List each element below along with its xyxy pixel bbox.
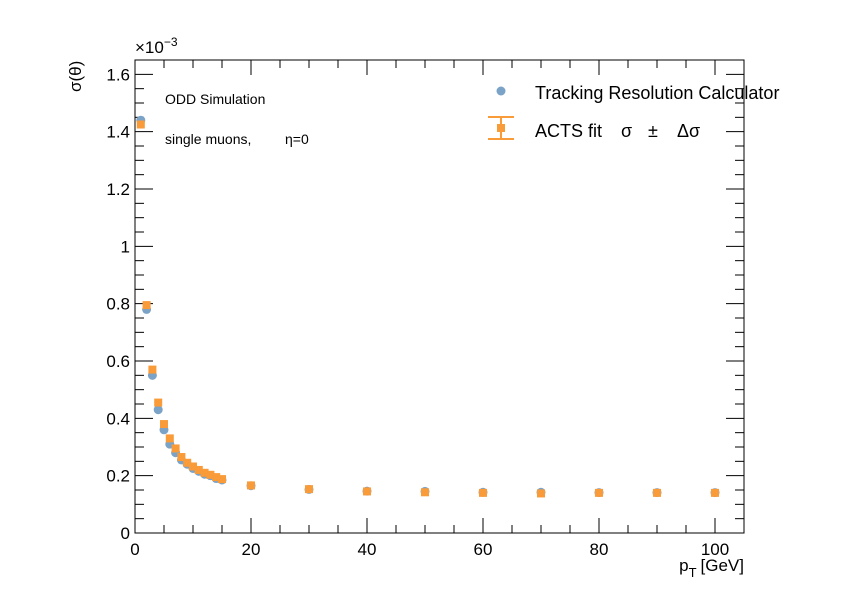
- legend-marker-trc: [496, 86, 506, 96]
- annotation-eta: η=0: [285, 131, 309, 147]
- acts-point: [595, 488, 603, 497]
- y-tick-label: 0.8: [106, 295, 130, 314]
- annotation-simulation: ODD Simulation: [165, 91, 265, 107]
- acts-point: [711, 488, 719, 497]
- acts-point: [537, 489, 545, 498]
- acts-point: [148, 365, 157, 374]
- acts-point: [171, 444, 180, 453]
- annotation-particles-text: single muons,: [165, 131, 251, 147]
- y-multiplier: ×10−3: [135, 35, 178, 57]
- acts-point: [177, 453, 186, 462]
- acts-point: [363, 487, 371, 496]
- acts-point: [218, 475, 226, 484]
- x-axis-title: pT [GeV]: [679, 556, 744, 580]
- legend-acts-pm: ±: [648, 121, 658, 141]
- axis-tick-labels: 0 20 40 60 80 100 0 0.2 0.4 0.6 0.8 1 1.2 1.4 1.6: [106, 65, 729, 559]
- y-tick-label: 1.2: [106, 180, 130, 199]
- acts-point: [136, 120, 145, 129]
- x-axis-title-unit: [GeV]: [701, 556, 744, 575]
- x-tick-label: 80: [590, 540, 609, 559]
- acts-point: [160, 420, 168, 429]
- y-axis-title: σ(θ): [66, 61, 85, 92]
- plot-frame: [134, 59, 745, 534]
- acts-point: [653, 488, 661, 497]
- legend-marker-acts: [497, 124, 505, 132]
- acts-point: [247, 481, 255, 490]
- acts-point: [142, 301, 151, 310]
- y-tick-label: 0.6: [106, 352, 130, 371]
- acts-point: [194, 465, 203, 474]
- x-tick-label: 60: [474, 540, 493, 559]
- legend: Tracking Resolution Calculator ACTS fit …: [488, 83, 779, 141]
- y-tick-label: 0.4: [106, 409, 130, 428]
- y-tick-label: 1: [121, 237, 130, 256]
- acts-point: [154, 398, 163, 407]
- annotation-particles: single muons, η=0: [165, 131, 309, 147]
- x-tick-label: 100: [701, 540, 729, 559]
- acts-point: [206, 470, 215, 479]
- x-axis-title-subscript: T: [689, 565, 697, 580]
- acts-point: [421, 488, 429, 497]
- series-acts-fit: [136, 120, 719, 498]
- trc-point: [153, 405, 163, 415]
- acts-point: [200, 468, 209, 477]
- legend-label-acts: ACTS fit σ ± Δσ: [535, 121, 700, 141]
- acts-point: [212, 473, 221, 482]
- acts-point: [479, 488, 487, 497]
- acts-point: [183, 458, 192, 467]
- y-multiplier-exponent: −3: [164, 35, 178, 49]
- x-tick-label: 0: [130, 540, 139, 559]
- y-tick-label: 0.2: [106, 467, 130, 486]
- x-axis-title-main: p: [679, 556, 688, 575]
- y-multiplier-base: ×10: [135, 38, 164, 57]
- legend-acts-label: ACTS fit: [535, 121, 602, 141]
- y-tick-label: 0: [121, 524, 130, 543]
- x-tick-label: 40: [358, 540, 377, 559]
- acts-point: [165, 434, 174, 443]
- acts-point: [305, 485, 313, 494]
- axis-ticks: [134, 60, 745, 534]
- legend-acts-dsigma: Δσ: [677, 121, 700, 141]
- legend-acts-sigma: σ: [621, 121, 632, 141]
- y-tick-label: 1.4: [106, 123, 130, 142]
- acts-point: [189, 462, 197, 471]
- legend-label-trc: Tracking Resolution Calculator: [535, 83, 779, 103]
- x-tick-label: 20: [242, 540, 261, 559]
- y-tick-label: 1.6: [106, 65, 130, 84]
